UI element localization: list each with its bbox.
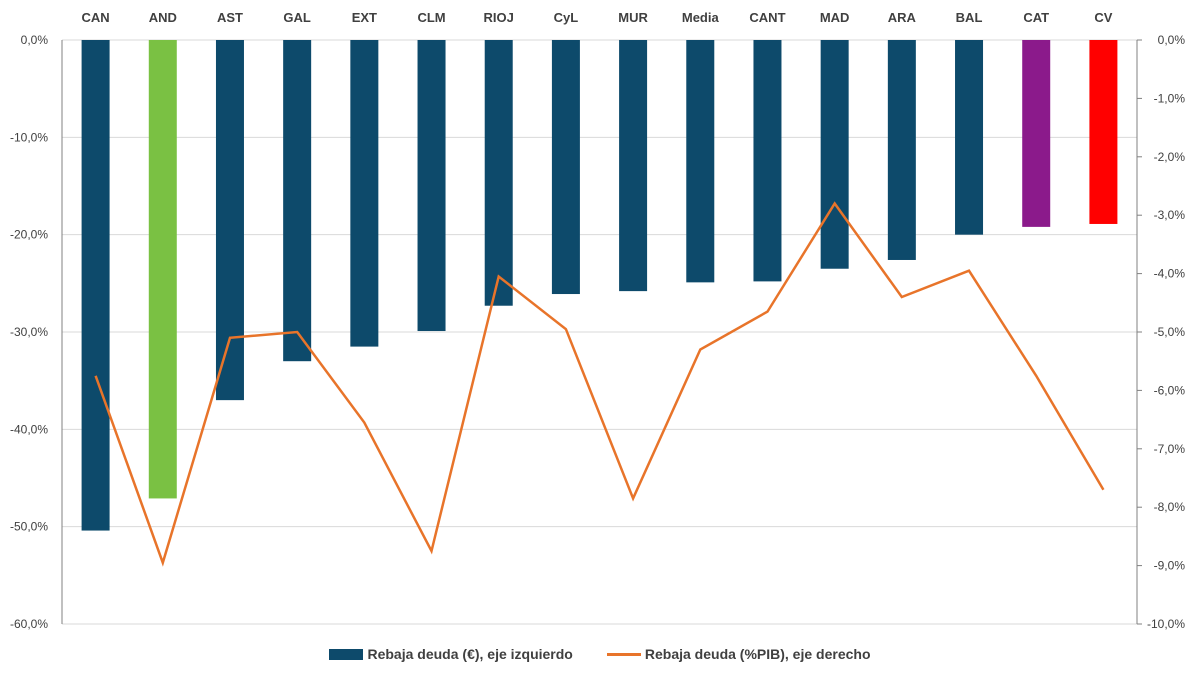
category-label-CV: CV [1094, 10, 1112, 25]
right-tick-label: 0,0% [1158, 33, 1186, 47]
category-label-CLM: CLM [417, 10, 445, 25]
right-tick-label: -2,0% [1154, 150, 1186, 164]
bar-AND [148, 40, 177, 499]
right-tick-label: -5,0% [1154, 325, 1186, 339]
right-tick-label: -4,0% [1154, 267, 1186, 281]
legend-line-label: Rebaja deuda (%PIB), eje derecho [644, 646, 871, 662]
bar-BAL [955, 40, 984, 235]
category-labels: CAN AND AST GAL EXT CLM RIOJ CyL MUR Media CANT MAD… [82, 10, 1113, 25]
bar-MUR [619, 40, 648, 292]
bar-CANT [753, 40, 782, 282]
right-tick-label: -10,0% [1147, 617, 1185, 631]
legend-bar-label: Rebaja deuda (€), eje izquierdo [367, 646, 573, 662]
legend-item-line: Rebaja deuda (%PIB), eje derecho [606, 646, 871, 662]
category-label-CANT: CANT [749, 10, 785, 25]
category-label-BAL: BAL [956, 10, 983, 25]
category-label-AST: AST [217, 10, 243, 25]
bar-EXT [350, 40, 379, 347]
line-pib [94, 201, 1105, 567]
bar-series [81, 40, 1118, 531]
category-label-GAL: GAL [283, 10, 311, 25]
bar-AST [215, 40, 244, 401]
left-tick-label: 0,0% [21, 33, 49, 47]
left-tick-label: -30,0% [10, 325, 48, 339]
legend-line-swatch [606, 652, 641, 656]
bar-CV [1089, 40, 1118, 224]
right-tick-label: -8,0% [1154, 500, 1186, 514]
right-tick-label: -1,0% [1154, 91, 1186, 105]
bar-CyL [551, 40, 580, 295]
right-tick-label: -6,0% [1154, 383, 1186, 397]
bar-RIOJ [484, 40, 513, 306]
category-label-AND: AND [149, 10, 177, 25]
bar-Media [686, 40, 715, 283]
left-axis-ticks: 0,0% -10,0% -20,0% -30,0% -40,0% -50,0% -60,0% [10, 33, 48, 631]
bar-GAL [283, 40, 312, 362]
left-tick-label: -40,0% [10, 422, 48, 436]
right-tick-label: -7,0% [1154, 442, 1186, 456]
left-tick-label: -60,0% [10, 617, 48, 631]
right-axis-ticks: 0,0% -1,0% -2,0% -3,0% -4,0% -5,0% -6,0% -7,0% -… [1137, 33, 1185, 631]
legend-bar-swatch [329, 648, 364, 660]
category-label-EXT: EXT [352, 10, 377, 25]
left-tick-label: -10,0% [10, 130, 48, 144]
left-tick-label: -20,0% [10, 228, 48, 242]
bar-CAN [81, 40, 110, 531]
category-label-CAT: CAT [1023, 10, 1049, 25]
category-label-CAN: CAN [82, 10, 110, 25]
category-label-MUR: MUR [618, 10, 648, 25]
bar-CLM [417, 40, 446, 332]
bar-MAD [820, 40, 849, 269]
category-label-Media: Media [682, 10, 720, 25]
category-label-RIOJ: RIOJ [484, 10, 514, 25]
legend: Rebaja deuda (€), eje izquierdo Rebaja d… [0, 644, 1200, 664]
right-tick-label: -3,0% [1154, 208, 1186, 222]
right-tick-label: -9,0% [1154, 559, 1186, 573]
category-label-ARA: ARA [888, 10, 917, 25]
bar-ARA [887, 40, 916, 260]
line-series [94, 201, 1105, 567]
category-label-MAD: MAD [820, 10, 850, 25]
category-label-CyL: CyL [554, 10, 579, 25]
legend-item-bar: Rebaja deuda (€), eje izquierdo [329, 646, 573, 662]
bar-CAT [1022, 40, 1051, 227]
left-tick-label: -50,0% [10, 520, 48, 534]
